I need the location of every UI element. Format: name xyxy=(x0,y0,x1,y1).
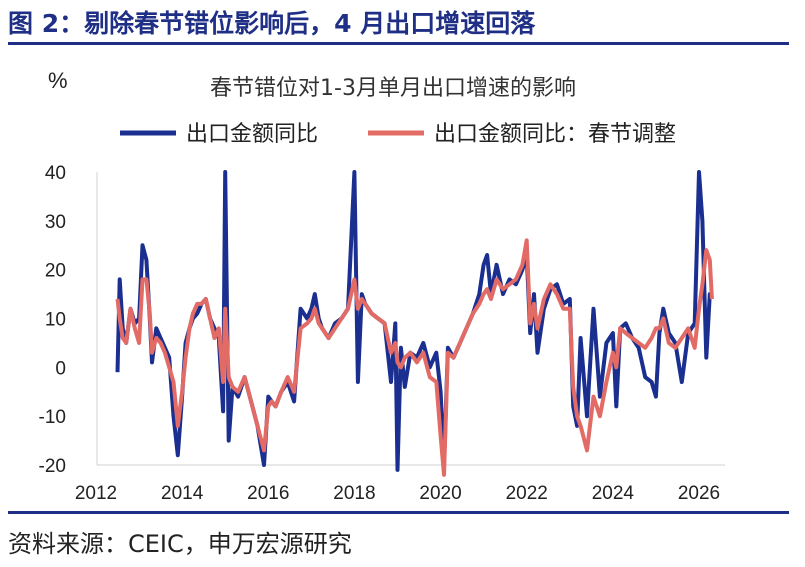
x-tick-label: 2012 xyxy=(75,483,117,504)
y-unit-label: % xyxy=(48,68,68,93)
x-tick-label: 2016 xyxy=(247,483,289,504)
x-tick-label: 2024 xyxy=(592,483,635,504)
title-rule xyxy=(8,42,789,45)
legend-label-raw: 出口金额同比 xyxy=(186,122,318,147)
y-tick-label: 10 xyxy=(45,310,66,331)
y-tick-label: -10 xyxy=(39,407,66,428)
source-rule xyxy=(8,511,789,514)
y-tick-labels: -20 -10 0 10 20 30 40 xyxy=(39,163,66,477)
series-line-raw xyxy=(115,170,714,472)
y-tick-label: 40 xyxy=(45,163,66,184)
y-tick-label: 30 xyxy=(45,212,66,233)
y-tick-label: 0 xyxy=(55,358,66,379)
source-note: 资料来源：CEIC，申万宏源研究 xyxy=(8,530,352,558)
x-tick-label: 2022 xyxy=(506,483,548,504)
x-tick-label: 2020 xyxy=(419,483,461,504)
chart-title: 春节错位对1-3月单月出口增速的影响 xyxy=(210,76,576,101)
y-tick-label: 20 xyxy=(45,261,66,282)
figure-title: 图 2：剔除春节错位影响后，4 月出口增速回落 xyxy=(8,9,536,38)
x-tick-label: 2018 xyxy=(333,483,375,504)
series-line-adjusted xyxy=(115,238,714,477)
legend-label-adjusted: 出口金额同比：春节调整 xyxy=(434,122,676,147)
x-tick-label: 2026 xyxy=(678,483,720,504)
x-tick-labels: 2012 2014 2016 2018 2020 2022 2024 2026 xyxy=(75,483,720,504)
series-lines xyxy=(115,170,714,477)
y-tick-label: -20 xyxy=(39,456,66,477)
x-tick-label: 2014 xyxy=(161,483,204,504)
